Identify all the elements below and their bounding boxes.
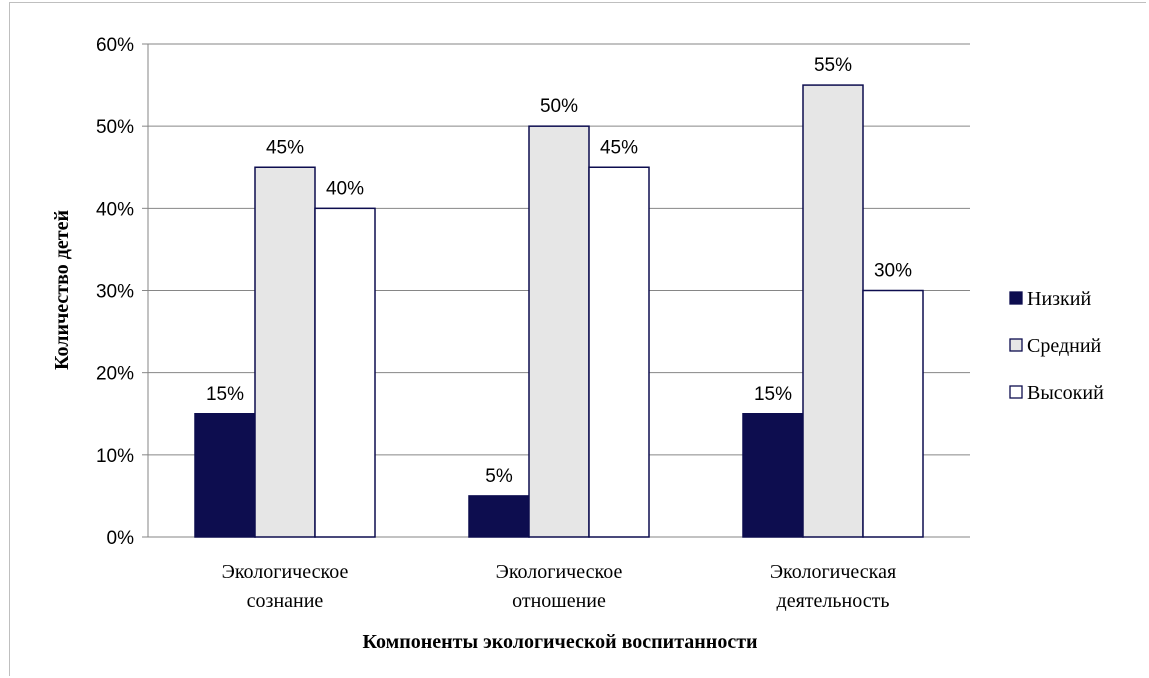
bar-1-2: [468, 495, 530, 538]
bar-2-3: [802, 84, 864, 538]
data-label: 45%: [600, 137, 638, 158]
y-tick-label: 60%: [96, 35, 134, 56]
data-label: 55%: [814, 55, 852, 76]
legend-swatch: [1009, 385, 1023, 399]
bar-3-3: [862, 289, 924, 538]
y-tick-label: 30%: [96, 282, 134, 303]
data-label: 5%: [485, 466, 513, 487]
chart-frame: [9, 2, 1146, 676]
bar-3-1: [314, 207, 376, 538]
bar-3-2: [588, 166, 650, 538]
y-axis-title: Количество детей: [51, 210, 73, 370]
data-label: 40%: [326, 178, 364, 199]
bars: [194, 84, 924, 538]
y-tick-label: 10%: [96, 446, 134, 467]
x-axis-title: Компоненты экологической воспитанности: [362, 631, 757, 653]
legend-label: Высокий: [1027, 382, 1104, 404]
data-label: 15%: [206, 384, 244, 405]
y-tick-label: 40%: [96, 199, 134, 220]
legend-swatch: [1009, 291, 1023, 305]
y-tick-label: 20%: [96, 364, 134, 385]
data-label: 45%: [266, 137, 304, 158]
data-label: 50%: [540, 96, 578, 117]
y-tick-label: 50%: [96, 117, 134, 138]
legend: Низкий Средний Высокий: [1009, 288, 1104, 404]
legend-label: Средний: [1027, 335, 1102, 357]
y-axis-ticks: 0% 10% 20% 30% 40% 50% 60%: [96, 35, 134, 549]
x-category-label: Экологическая деятельность: [770, 561, 896, 612]
bar-1-3: [742, 413, 804, 538]
bar-1-1: [194, 413, 256, 538]
y-tick-label: 0%: [107, 528, 135, 549]
data-label: 15%: [754, 384, 792, 405]
x-category-label: Экологическое сознание: [222, 561, 349, 612]
x-category-label: Экологическое отношение: [496, 561, 623, 612]
legend-label: Низкий: [1027, 288, 1091, 310]
legend-swatch: [1009, 338, 1023, 352]
bar-2-1: [254, 166, 316, 538]
x-axis-categories: Экологическое сознание Экологическое отноше…: [222, 561, 897, 612]
data-label: 30%: [874, 261, 912, 282]
bar-2-2: [528, 125, 590, 538]
data-labels: 15% 45% 40% 5% 50% 45% 15% 55% 30%: [206, 55, 912, 487]
